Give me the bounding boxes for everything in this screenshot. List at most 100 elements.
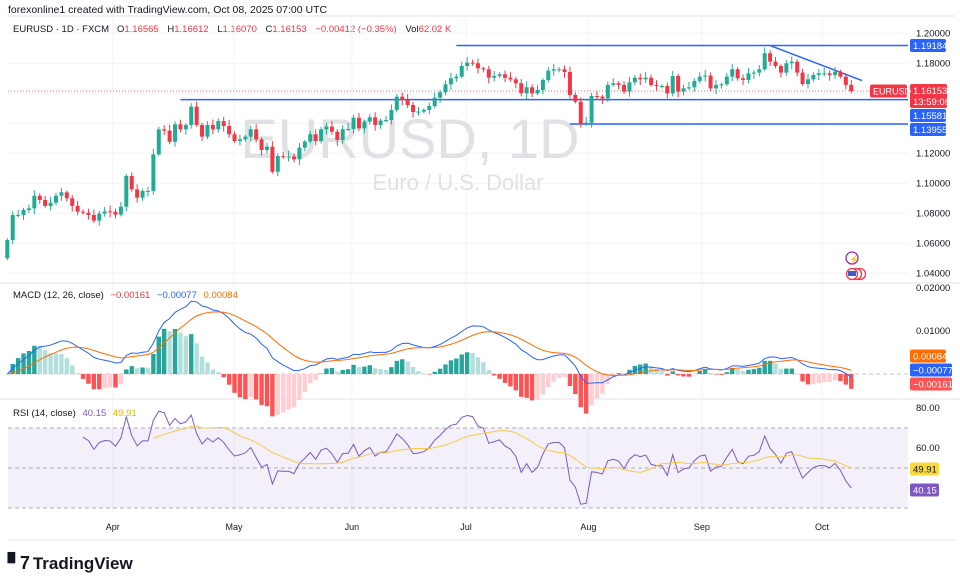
candle [632, 75, 637, 86]
open-value: 1.16565 [124, 24, 159, 35]
candle-body [405, 100, 410, 105]
candle [805, 73, 810, 89]
candle [129, 172, 134, 192]
time-axis-label: Aug [580, 522, 596, 532]
candle [384, 116, 388, 123]
candle-body [551, 69, 556, 71]
candle [286, 150, 291, 162]
macd-histogram-bar [237, 374, 243, 398]
price-axis-label: 1.08000 [916, 208, 950, 219]
macd-histogram-bar [199, 356, 205, 374]
candle-body [681, 88, 686, 92]
candle-body [81, 211, 86, 213]
candle [113, 208, 118, 219]
macd-histogram-bar [107, 374, 113, 388]
macd-histogram-bar [546, 374, 551, 387]
candle [221, 116, 226, 132]
candle [281, 151, 286, 160]
macd-histogram-bar [405, 361, 410, 374]
macd-histogram-bar [281, 374, 286, 413]
candle [605, 81, 610, 103]
candle [795, 59, 800, 77]
macd-histogram-bar [778, 368, 784, 374]
macd-histogram-bar [849, 374, 854, 389]
macd-histogram-bar [372, 368, 378, 374]
candle-body [329, 126, 334, 132]
candle-body [10, 214, 15, 240]
trend-line [769, 44, 863, 82]
candle-body [481, 68, 486, 70]
macd-histogram-bar [719, 374, 724, 375]
candle [762, 47, 767, 72]
macd-histogram-bar [822, 374, 827, 383]
candle [589, 92, 594, 128]
rsi-ma-value: 49.91 [112, 408, 137, 419]
candle-body [411, 105, 416, 113]
candle-body [676, 76, 681, 92]
open-label: O [116, 24, 125, 35]
candle-body [297, 147, 302, 160]
candle-body [454, 76, 459, 79]
rsi-title[interactable]: RSI (14, close) [13, 408, 76, 419]
macd-signal-tag-bg [910, 349, 946, 363]
candle [292, 153, 297, 163]
candle [373, 112, 378, 131]
candle [789, 56, 794, 69]
candle-body [638, 77, 643, 80]
macd-histogram-bar [535, 374, 540, 400]
candle [178, 119, 183, 133]
tradingview-logo[interactable]: ▘7 TradingView [8, 553, 133, 574]
rsi-axis-label: 60.00 [916, 443, 940, 454]
price-axis-label: 1.12000 [916, 148, 950, 159]
macd-histogram-bar [264, 374, 270, 407]
macd-title[interactable]: MACD (12, 26, close) [13, 290, 104, 301]
candle-body [340, 129, 345, 140]
macd-histogram-bar [189, 334, 194, 374]
candle-body [75, 205, 80, 212]
time-axis-label: Jul [460, 522, 472, 532]
macd-histogram-bar [345, 369, 351, 374]
macd-histogram-bar [335, 371, 340, 374]
macd-value: −0.00077 [156, 290, 197, 301]
candle [427, 102, 432, 115]
macd-hist-value: −0.00161 [110, 290, 151, 301]
macd-histogram-bar [746, 369, 751, 374]
candle [319, 127, 324, 144]
candle-body [822, 73, 827, 75]
macd-histogram-bar [627, 369, 632, 374]
macd-histogram-bar [789, 368, 794, 374]
macd-histogram-bar [270, 374, 275, 417]
candle-body [221, 121, 226, 126]
candle [714, 80, 719, 95]
candle [724, 73, 729, 87]
candle [405, 94, 410, 109]
level-price-tag: 1.19184 [913, 41, 947, 52]
macd-histogram-bar [318, 373, 324, 375]
candle [454, 74, 459, 83]
candle [227, 120, 232, 138]
macd-histogram-bar [161, 328, 167, 374]
macd-histogram-bar [767, 360, 773, 374]
macd-histogram-bar [91, 374, 97, 390]
macd-histogram-bar [800, 374, 805, 382]
macd-histogram-bar [735, 369, 740, 374]
candle [118, 202, 123, 217]
macd-histogram-bar [297, 374, 302, 401]
macd-histogram-bar [178, 332, 183, 374]
candle [692, 78, 697, 92]
candle [578, 97, 583, 128]
candle [465, 56, 470, 71]
candle [659, 84, 664, 89]
candle [346, 123, 351, 132]
candle-body [659, 85, 664, 87]
candle [686, 81, 691, 91]
macd-histogram-bar [524, 374, 529, 398]
candle-body [346, 129, 351, 130]
candle-body [805, 79, 810, 84]
candle-body [16, 214, 21, 216]
macd-axis-label: 0.02000 [916, 283, 950, 294]
symbol-label[interactable]: EURUSD · 1D · FXCM [13, 24, 110, 35]
rsi-ma-tag: 49.91 [913, 465, 937, 476]
candle-body [194, 106, 199, 125]
